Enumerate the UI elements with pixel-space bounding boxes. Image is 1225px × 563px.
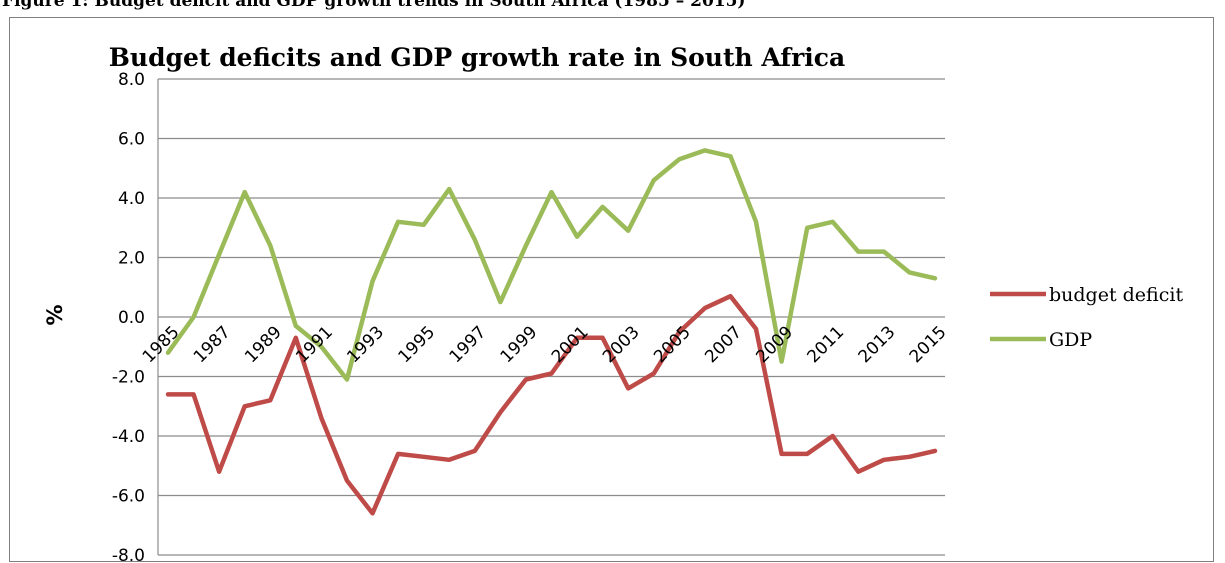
x-tick-label: 1995 — [395, 322, 440, 367]
x-tick-label: 1993 — [343, 322, 388, 367]
gridlines — [157, 78, 945, 556]
x-tick-label: 2001 — [548, 322, 593, 367]
x-tick-label: 2015 — [906, 322, 951, 367]
x-tick-labels: 1985 1987 1989 1991 1993 1995 1997 1999 2001 2003… — [139, 322, 951, 367]
legend-label: budget deficit — [1049, 284, 1183, 306]
x-tick-label: 2005 — [650, 322, 695, 367]
series-lines — [165, 148, 938, 516]
y-tick-label: -6.0 — [112, 487, 145, 507]
figure-caption: Figure 1: Budget deficit and GDP growth … — [2, 0, 746, 11]
y-tick-labels: -8.0 -6.0 -4.0 -2.0 0.0 2.0 4.0 6.0 8.0 — [112, 70, 145, 563]
x-tick-label: 2007 — [701, 322, 746, 367]
y-tick-label: 8.0 — [118, 70, 145, 90]
legend-label: GDP — [1049, 329, 1092, 351]
y-tick-label: 0.0 — [118, 308, 145, 328]
y-axis-label: % — [43, 304, 67, 325]
chart-title: Budget deficits and GDP growth rate in S… — [109, 43, 845, 72]
series-line-gdp — [165, 148, 938, 382]
y-tick-label: -2.0 — [112, 368, 145, 388]
series-line-budget-deficit — [165, 293, 938, 516]
x-tick-label: 2013 — [855, 322, 900, 367]
y-tick-label: -8.0 — [112, 546, 145, 563]
chart-frame: Budget deficits and GDP growth rate in S… — [9, 17, 1214, 563]
x-tick-label: 2011 — [804, 322, 849, 367]
y-tick-label: -4.0 — [112, 427, 145, 447]
legend: budget deficit GDP — [990, 284, 1183, 351]
y-tick-label: 6.0 — [118, 130, 145, 150]
y-tick-label: 4.0 — [118, 189, 145, 209]
x-tick-label: 1987 — [190, 322, 235, 367]
x-tick-label: 1989 — [241, 322, 286, 367]
x-tick-label: 1997 — [446, 322, 491, 367]
x-tick-label: 1985 — [139, 322, 184, 367]
y-tick-label: 2.0 — [118, 249, 145, 269]
chart-svg: Budget deficits and GDP growth rate in S… — [43, 43, 1183, 563]
x-tick-label: 1999 — [497, 322, 542, 367]
